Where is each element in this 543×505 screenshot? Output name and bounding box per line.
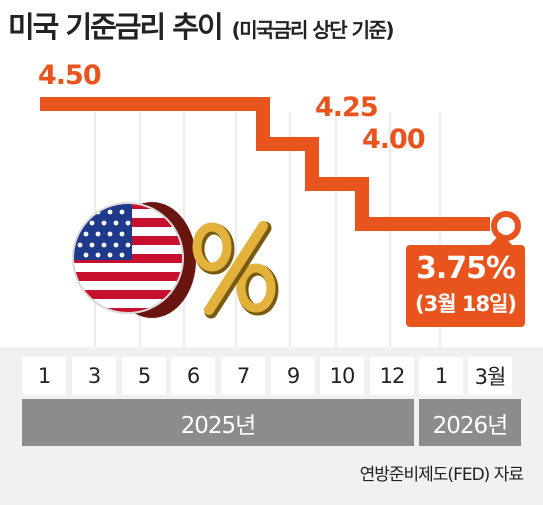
month-tick-label: 6 xyxy=(171,357,215,395)
current-rate-date: (3월 18일) xyxy=(415,292,517,316)
month-tick-label: 1 xyxy=(22,357,66,395)
month-tick-label: 10 xyxy=(320,357,364,395)
source-note: 연방준비제도(FED) 자료 xyxy=(359,465,524,485)
chart-subtitle: (미국금리 상단 기준) xyxy=(231,18,395,42)
data-label: 4.25 xyxy=(315,92,378,123)
month-tick-label: 3 xyxy=(72,357,116,395)
month-tick-label: 5 xyxy=(122,357,166,395)
data-label: 4.00 xyxy=(362,124,425,155)
year-2025-bar: 2025년 xyxy=(22,399,414,446)
title-row: 미국 기준금리 추이 (미국금리 상단 기준) xyxy=(8,4,395,48)
rate-step-line xyxy=(40,97,490,231)
us-flag-coin-icon xyxy=(72,202,196,318)
callout-pointer xyxy=(489,233,513,246)
month-tick-label: 12 xyxy=(370,357,414,395)
value-labels: 4.50 4.254.00 xyxy=(38,60,426,155)
data-label: 4.50 xyxy=(38,60,101,91)
month-tick-label: 7 xyxy=(221,357,265,395)
month-tick-label: 9 xyxy=(271,357,315,395)
current-rate-value: 3.75% xyxy=(415,251,516,286)
month-tick-label: 3월 xyxy=(468,357,512,395)
rate-chart: 4.50 4.254.00 xyxy=(38,60,521,347)
month-tick-label: 1 xyxy=(419,357,463,395)
current-rate-callout: 3.75% (3월 18일) xyxy=(406,245,525,327)
year-2026-bar: 2026년 xyxy=(419,399,521,446)
illustration xyxy=(72,202,279,319)
percent-sign-icon xyxy=(192,221,279,319)
chart-title: 미국 기준금리 추이 xyxy=(8,10,224,44)
